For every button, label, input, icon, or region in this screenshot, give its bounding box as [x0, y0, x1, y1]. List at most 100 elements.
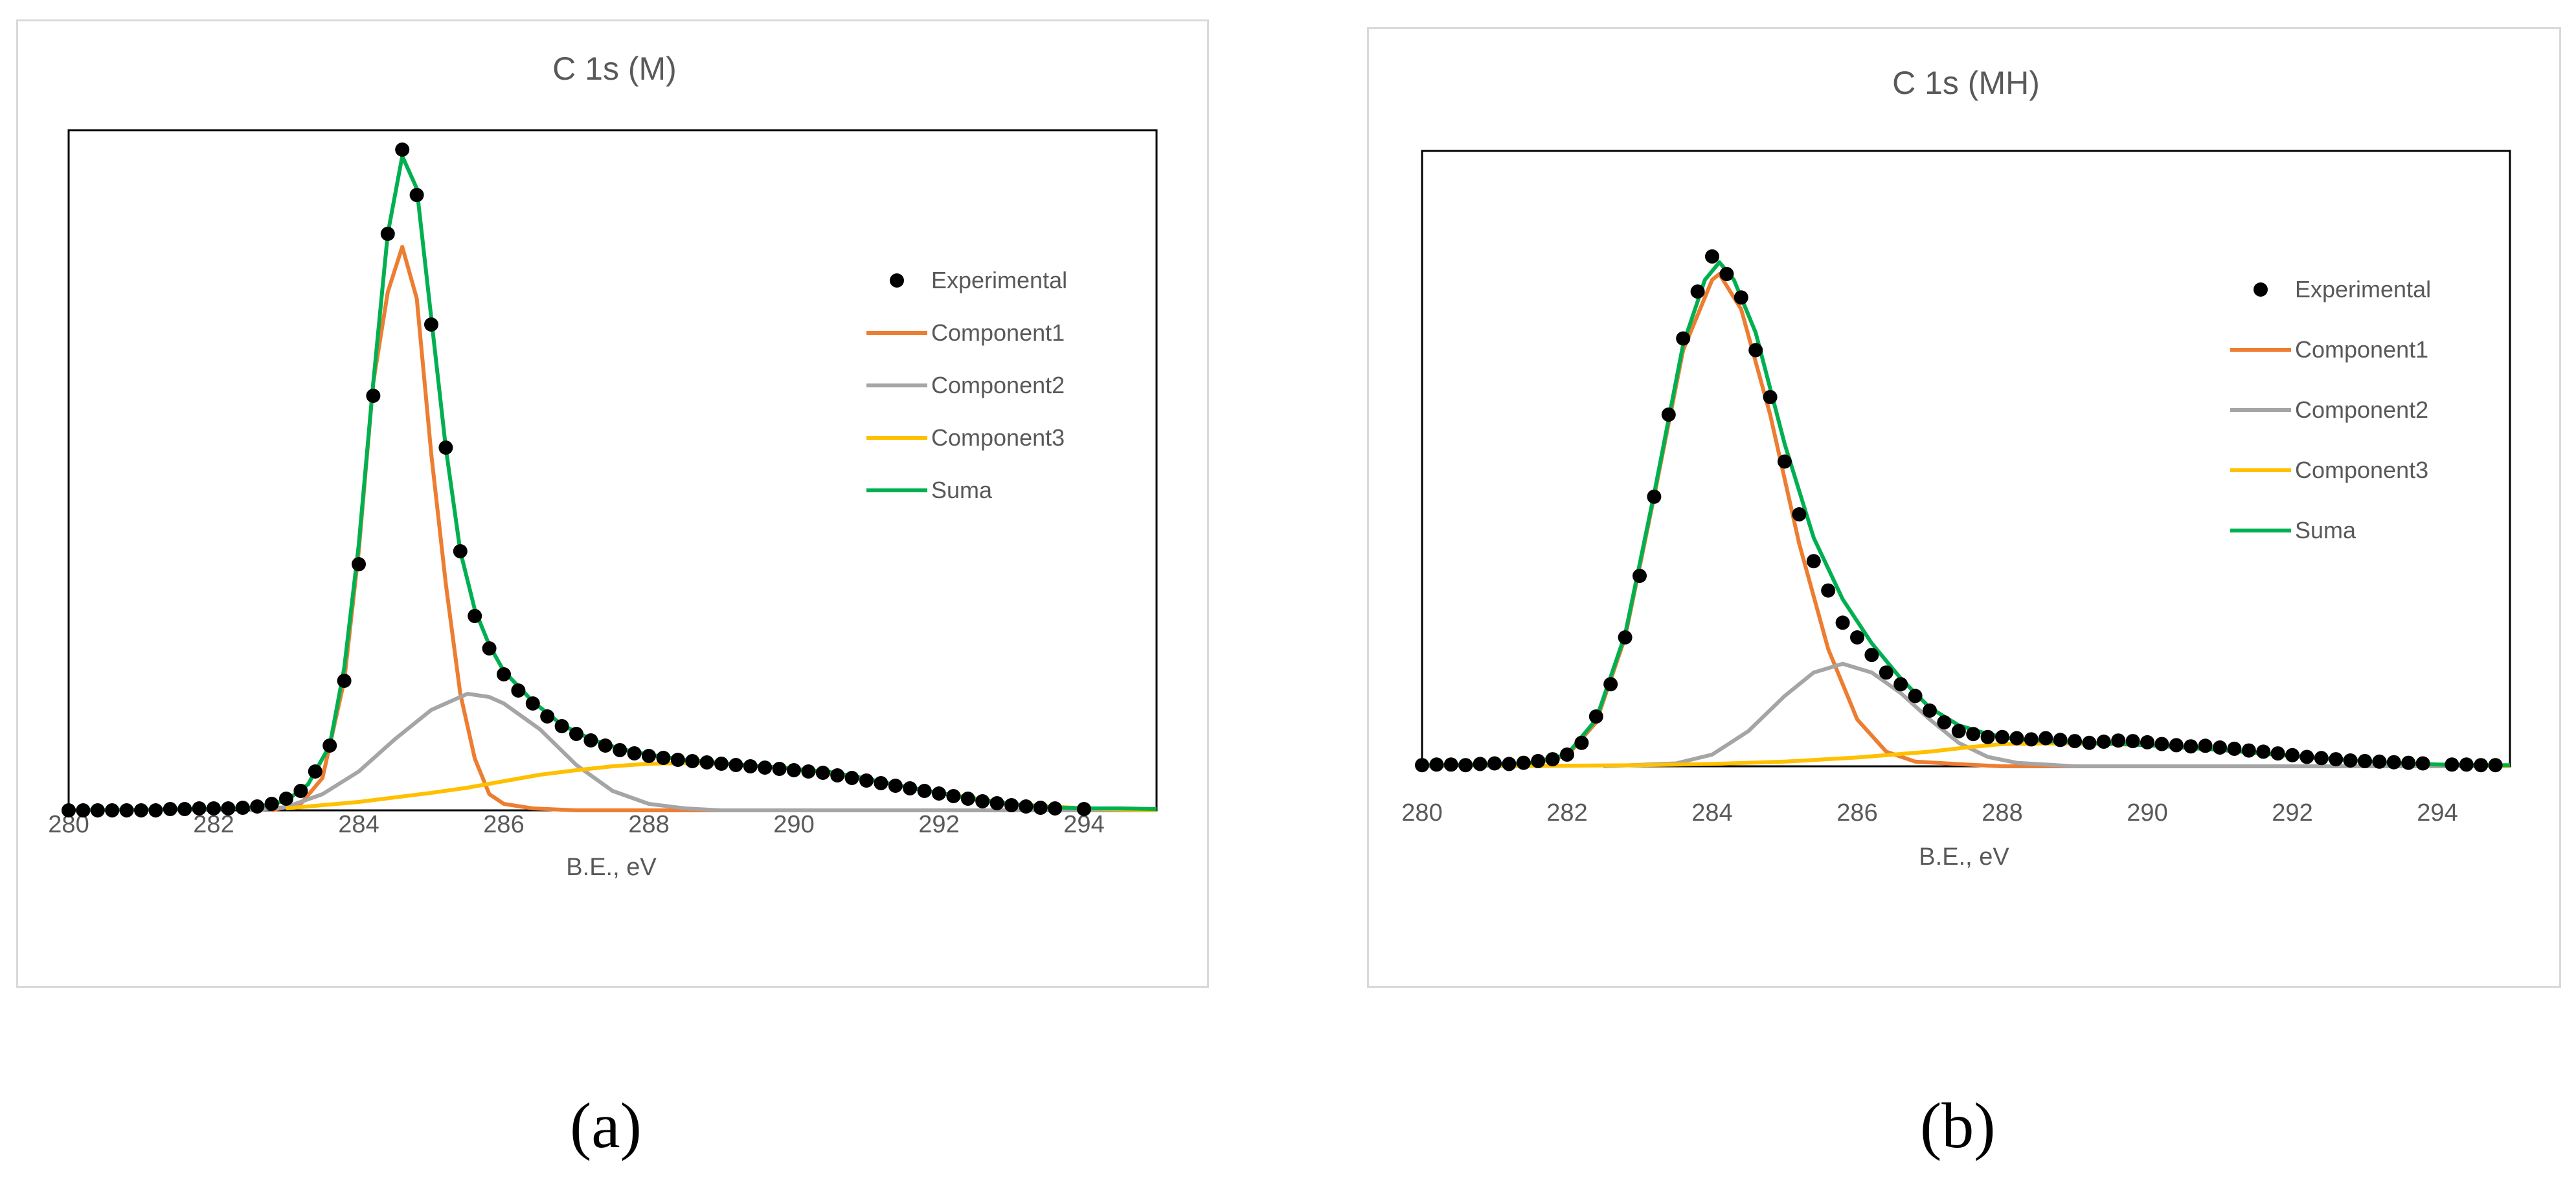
- data-point-experimental: [2474, 758, 2489, 773]
- data-point-experimental: [2140, 735, 2154, 749]
- data-point-experimental: [322, 738, 337, 753]
- figure-caption-b: (b): [1920, 1090, 1996, 1161]
- data-point-experimental: [1748, 343, 1763, 358]
- data-point-experimental: [2401, 755, 2416, 770]
- x-tick-label: 288: [1982, 799, 2022, 827]
- data-point-experimental: [1835, 615, 1850, 630]
- data-point-experimental: [903, 781, 918, 795]
- data-point-experimental: [2184, 739, 2198, 754]
- data-point-experimental: [656, 751, 671, 765]
- data-point-experimental: [569, 727, 583, 741]
- data-point-experimental: [2372, 754, 2387, 769]
- data-point-experimental: [888, 779, 903, 793]
- x-tick-label: 286: [483, 811, 524, 838]
- data-point-experimental: [989, 796, 1004, 810]
- data-point-experimental: [2096, 735, 2111, 749]
- legend-label-component2: Component2: [931, 372, 1065, 398]
- data-point-experimental: [2445, 757, 2459, 772]
- data-point-experimental: [468, 609, 482, 623]
- chart-title-a: C 1s (M): [552, 51, 677, 87]
- chart-svg-a: C 1s (M) B.E., eV 280 282 284 286 288 290 292 2…: [48, 51, 1158, 881]
- legend-label-suma: Suma: [2295, 517, 2356, 543]
- data-point-experimental: [1531, 753, 1546, 768]
- data-point-experimental: [2329, 752, 2344, 767]
- chart-svg-b: C 1s (MH) B.E., eV 280 282 284 286 288 290 292…: [1401, 65, 2511, 871]
- x-tick-label: 284: [338, 811, 379, 838]
- legend-label-component3: Component3: [2295, 457, 2428, 483]
- data-point-experimental: [1415, 758, 1429, 773]
- data-point-experimental: [264, 797, 279, 811]
- data-point-experimental: [874, 776, 888, 790]
- data-point-experimental: [1048, 801, 1063, 816]
- x-tick-label: 294: [2417, 799, 2457, 827]
- data-point-experimental: [787, 763, 801, 777]
- data-point-experimental: [859, 773, 874, 788]
- data-point-experimental: [1676, 331, 1691, 346]
- chart-title-b: C 1s (MH): [1892, 65, 2040, 101]
- x-tick-label: 292: [918, 811, 959, 838]
- data-point-experimental: [1850, 630, 1864, 645]
- series-line-component2: [249, 692, 1157, 812]
- data-point-experimental: [511, 683, 526, 698]
- data-point-experimental: [2024, 732, 2039, 747]
- data-point-experimental: [2343, 753, 2358, 768]
- data-point-experimental: [1588, 709, 1603, 724]
- data-point-experimental: [772, 762, 787, 776]
- data-point-experimental: [2082, 735, 2097, 750]
- data-point-experimental: [729, 758, 743, 772]
- data-point-experimental: [337, 674, 352, 688]
- data-point-experimental: [699, 755, 714, 770]
- data-point-experimental: [642, 749, 656, 763]
- legend-label-component3: Component3: [931, 424, 1065, 451]
- data-point-experimental: [815, 766, 830, 780]
- data-point-experimental: [2154, 737, 2169, 751]
- data-point-experimental: [105, 803, 120, 817]
- data-point-experimental: [2241, 743, 2256, 758]
- x-tick-label: 288: [628, 811, 669, 838]
- data-point-experimental: [1661, 407, 1676, 422]
- x-tick-label: 290: [773, 811, 814, 838]
- data-point-experimental: [424, 317, 438, 332]
- data-point-experimental: [917, 784, 932, 798]
- data-point-experimental: [2169, 738, 2184, 753]
- data-point-experimental: [1633, 569, 1647, 583]
- data-point-experimental: [177, 802, 192, 816]
- data-point-experimental: [685, 754, 700, 768]
- data-point-experimental: [2039, 731, 2053, 746]
- data-point-experimental: [293, 784, 308, 798]
- data-point-experimental: [2111, 733, 2126, 748]
- data-point-experimental: [1429, 757, 1444, 772]
- data-point-experimental: [1719, 267, 1734, 281]
- data-point-experimental: [148, 803, 163, 817]
- data-point-experimental: [1734, 290, 1748, 305]
- data-point-experimental: [2270, 746, 2285, 761]
- data-point-experimental: [670, 753, 685, 767]
- data-point-experimental: [2125, 734, 2140, 749]
- data-point-experimental: [90, 803, 105, 817]
- data-point-experimental: [554, 719, 569, 733]
- data-point-experimental: [352, 557, 366, 571]
- data-point-experimental: [932, 786, 946, 801]
- data-point-experimental: [2314, 751, 2329, 766]
- data-point-experimental: [1560, 747, 1574, 762]
- data-point-experimental: [1864, 648, 1879, 663]
- legend-label-suma: Suma: [931, 477, 993, 503]
- data-point-experimental: [1908, 689, 1923, 703]
- data-point-experimental: [482, 641, 497, 656]
- data-point-experimental: [801, 764, 816, 779]
- x-axis-label-b: B.E., eV: [1919, 843, 2009, 871]
- series-line-suma: [68, 154, 1157, 812]
- data-point-experimental: [1763, 390, 1778, 404]
- data-point-experimental: [134, 803, 148, 817]
- data-point-experimental: [2068, 734, 2082, 749]
- figure-caption-a: (a): [570, 1090, 642, 1161]
- data-point-experimental: [497, 667, 511, 681]
- data-point-experimental: [2386, 755, 2401, 770]
- data-point-experimental: [743, 759, 758, 773]
- data-point-experimental: [2285, 748, 2299, 762]
- chart-panel-a: C 1s (M) B.E., eV 280 282 284 286 288 290 292 2…: [16, 19, 1209, 988]
- data-point-experimental: [1966, 727, 1981, 742]
- x-axis-label-a: B.E., eV: [566, 854, 657, 881]
- data-point-experimental: [598, 738, 613, 753]
- data-point-experimental: [2227, 741, 2242, 756]
